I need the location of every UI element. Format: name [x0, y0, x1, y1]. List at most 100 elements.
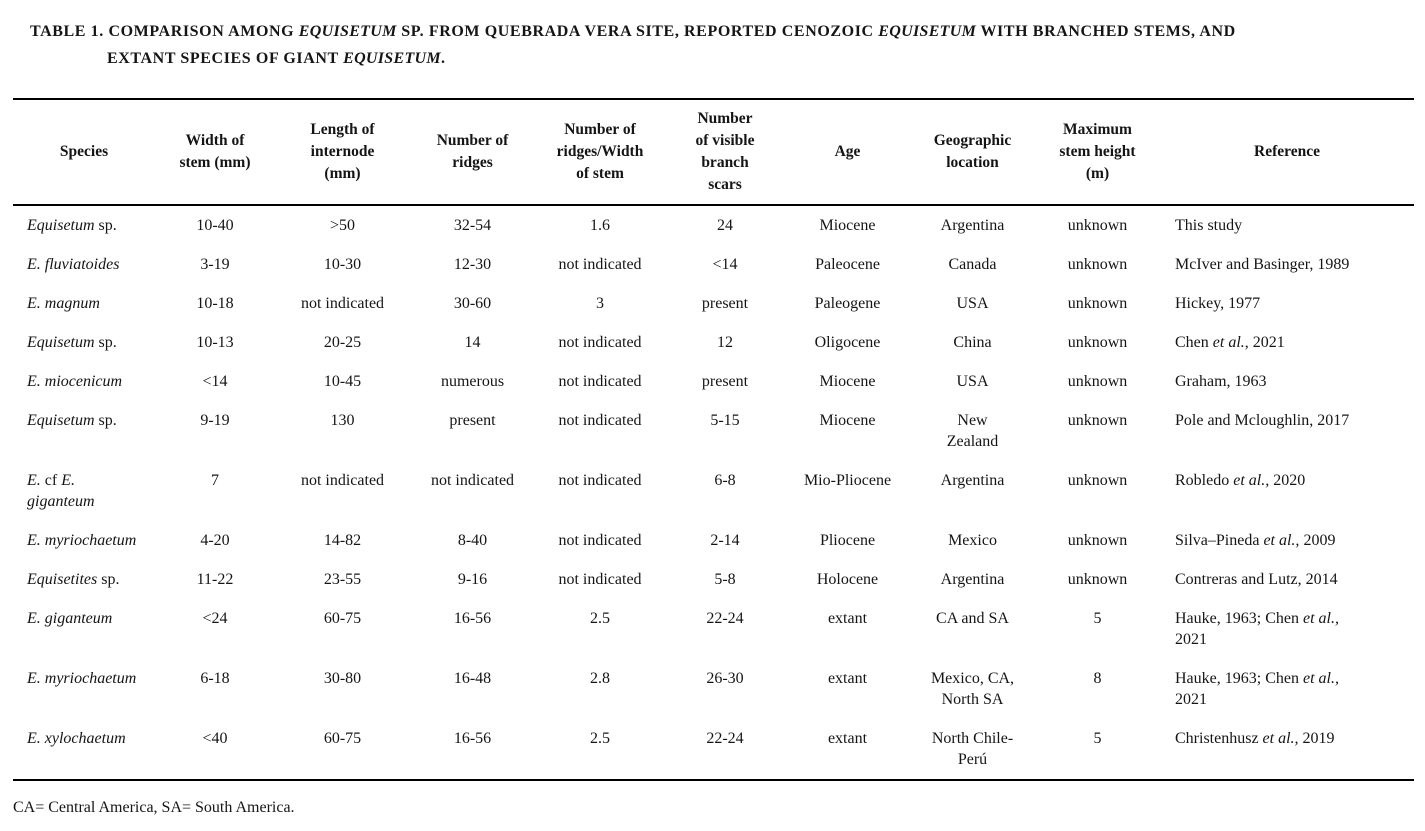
italic-text: E. giganteum	[27, 472, 95, 510]
cell-maximum-stem-height: unknown	[1067, 217, 1128, 234]
column-header-number-of-ridges: Number of ridges	[410, 99, 535, 206]
column-header-species: Species	[13, 99, 155, 206]
plain-text: , 2021	[1244, 334, 1285, 351]
table-row: E. myriochaetum 4-20 14-82 8-40 not indicate…	[13, 521, 1414, 560]
cell-species: E. giganteum	[13, 599, 155, 659]
cell-visible-branch-scars: 5-8	[714, 571, 736, 588]
cell-number-of-ridges: 16-56	[453, 730, 492, 747]
cell-visible-branch-scars: 6-8	[714, 472, 736, 489]
cell-visible-branch-scars: 5-15	[710, 412, 740, 429]
cell-length-of-internode: not indicated	[300, 295, 385, 312]
plain-text: sp.	[97, 571, 120, 588]
cell-geographic-location: Argentina	[940, 472, 1005, 489]
cell-width-of-stem: 7	[211, 472, 219, 489]
plain-text: WITH BRANCHED STEMS, AND EXTANT SPECIES …	[107, 23, 1236, 67]
cell-geographic-location: North Chile- Perú	[931, 730, 1014, 768]
plain-text: This study	[1175, 217, 1243, 234]
cell-maximum-stem-height: unknown	[1067, 532, 1128, 549]
italic-text: et al.,	[1263, 532, 1300, 549]
cell-ridges-per-width-of-stem: 1.6	[590, 217, 610, 234]
plain-text: sp.	[94, 334, 117, 351]
cell-reference: Chen et al., 2021	[1160, 323, 1414, 362]
cell-species: E. miocenicum	[13, 362, 155, 401]
italic-text: et al.,	[1233, 472, 1270, 489]
cell-width-of-stem: 6-18	[200, 670, 230, 687]
cell-ridges-per-width-of-stem: 2.5	[590, 730, 610, 747]
cell-age: Holocene	[816, 571, 879, 588]
cell-number-of-ridges: 30-60	[453, 295, 492, 312]
cell-length-of-internode: 60-75	[323, 610, 362, 627]
table-container: Species Width of stem (mm) Length of inter…	[13, 98, 1414, 781]
plain-text: Silva–Pineda	[1175, 532, 1264, 549]
plain-text: Contreras and Lutz, 2014	[1175, 571, 1338, 588]
table-row: Equisetum sp. 10-40 >50 32-54 1.6 24 Miocene Ar…	[13, 205, 1414, 245]
cell-geographic-location: USA	[956, 373, 989, 390]
cell-length-of-internode: not indicated	[300, 472, 385, 489]
cell-number-of-ridges: 8-40	[457, 532, 488, 549]
cell-width-of-stem: <40	[202, 730, 228, 747]
cell-age: Paleogene	[814, 295, 881, 312]
comparison-table: Species Width of stem (mm) Length of inter…	[13, 98, 1414, 781]
cell-visible-branch-scars: present	[701, 373, 749, 390]
cell-reference: Pole and Mcloughlin, 2017	[1160, 401, 1414, 461]
plain-text: 2020	[1269, 472, 1306, 489]
cell-age: Mio-Pliocene	[803, 472, 892, 489]
cell-age: extant	[827, 610, 868, 627]
table-row: E. giganteum <24 60-75 16-56 2.5 22-24 extant C…	[13, 599, 1414, 659]
cell-ridges-per-width-of-stem: not indicated	[558, 334, 642, 351]
italic-text: Equisetum	[27, 217, 95, 234]
cell-reference: This study	[1160, 205, 1414, 245]
cell-geographic-location: Canada	[948, 256, 997, 273]
cell-ridges-per-width-of-stem: not indicated	[558, 373, 642, 390]
column-header-visible-branch-scars: Number of visible branch scars	[665, 99, 785, 206]
column-header-age: Age	[785, 99, 910, 206]
cell-ridges-per-width-of-stem: not indicated	[558, 532, 642, 549]
cell-length-of-internode: 60-75	[323, 730, 362, 747]
cell-species: E. myriochaetum	[13, 521, 155, 560]
cell-reference: Hauke, 1963; Chen et al., 2021	[1160, 659, 1414, 719]
italic-text: Equisetum	[27, 412, 95, 429]
cell-visible-branch-scars: 12	[717, 334, 733, 351]
cell-number-of-ridges: 9-16	[457, 571, 488, 588]
italic-text: E. myriochaetum	[27, 670, 137, 687]
cell-age: Oligocene	[814, 334, 881, 351]
cell-species: E. fluviatoides	[13, 245, 155, 284]
italic-text: E. giganteum	[27, 610, 113, 627]
table-body: Equisetum sp. 10-40 >50 32-54 1.6 24 Miocene Ar…	[13, 205, 1414, 780]
cell-geographic-location: Argentina	[940, 217, 1005, 234]
table-row: E. xylochaetum <40 60-75 16-56 2.5 22-24 extan…	[13, 719, 1414, 780]
italic-text: Equisetites	[27, 571, 98, 588]
cell-number-of-ridges: present	[449, 412, 496, 429]
cell-reference: Silva–Pineda et al., 2009	[1160, 521, 1414, 560]
cell-number-of-ridges: 12-30	[453, 256, 492, 273]
cell-species: E. xylochaetum	[13, 719, 155, 780]
plain-text: Chen	[1175, 334, 1213, 351]
cell-maximum-stem-height: unknown	[1067, 373, 1128, 390]
cell-reference: Hickey, 1977	[1160, 284, 1414, 323]
cell-visible-branch-scars: 22-24	[706, 610, 744, 627]
cell-length-of-internode: 130	[330, 412, 355, 429]
cell-maximum-stem-height: unknown	[1067, 472, 1128, 489]
table-footnote: CA= Central America, SA= South America.	[13, 799, 295, 816]
cell-maximum-stem-height: 5	[1093, 610, 1102, 627]
cell-width-of-stem: 4-20	[200, 532, 230, 549]
table-row: E. miocenicum <14 10-45 numerous not indicat…	[13, 362, 1414, 401]
cell-length-of-internode: 30-80	[323, 670, 362, 687]
cell-geographic-location: Argentina	[940, 571, 1005, 588]
column-header-ridges-per-width-of-stem: Number of ridges/Width of stem	[535, 99, 665, 206]
plain-text: Hauke, 1963; Chen	[1175, 670, 1303, 687]
cell-ridges-per-width-of-stem: 2.8	[590, 670, 610, 687]
italic-text: et al.,	[1302, 670, 1339, 687]
cell-ridges-per-width-of-stem: 3	[596, 295, 604, 312]
table-row: E. cf E. giganteum 7 not indicated not indi…	[13, 461, 1414, 521]
column-header-maximum-stem-height: Maximum stem height (m)	[1035, 99, 1160, 206]
italic-text: et al.,	[1302, 610, 1339, 627]
italic-text: et al.,	[1262, 730, 1299, 747]
cell-maximum-stem-height: unknown	[1067, 571, 1128, 588]
plain-text: TABLE 1. COMPARISON AMONG	[30, 23, 299, 40]
cell-geographic-location: New Zealand	[946, 412, 999, 450]
italic-text: et al.	[1212, 334, 1245, 351]
italic-text: EQUISETUM	[878, 23, 977, 40]
cell-width-of-stem: 11-22	[196, 571, 234, 588]
cell-reference: Hauke, 1963; Chen et al., 2021	[1160, 599, 1414, 659]
